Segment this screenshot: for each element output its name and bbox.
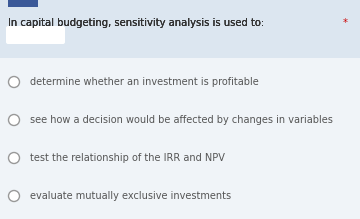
Circle shape — [9, 76, 19, 88]
Circle shape — [9, 191, 19, 201]
FancyBboxPatch shape — [6, 26, 65, 44]
Bar — [8, 0, 38, 7]
Text: evaluate mutually exclusive investments: evaluate mutually exclusive investments — [30, 191, 231, 201]
Text: In capital budgeting, sensitivity analysis is used to:: In capital budgeting, sensitivity analys… — [8, 18, 267, 28]
Circle shape — [9, 152, 19, 164]
Circle shape — [9, 115, 19, 125]
Bar — [0, 0, 360, 58]
Text: In capital budgeting, sensitivity analysis is used to: *: In capital budgeting, sensitivity analys… — [8, 18, 272, 28]
Text: see how a decision would be affected by changes in variables: see how a decision would be affected by … — [30, 115, 332, 125]
Text: determine whether an investment is profitable: determine whether an investment is profi… — [30, 77, 258, 87]
Text: *: * — [342, 18, 347, 28]
Text: In capital budgeting, sensitivity analysis is used to:: In capital budgeting, sensitivity analys… — [8, 18, 267, 28]
Text: In capital budgeting, sensitivity analysis is used to:: In capital budgeting, sensitivity analys… — [8, 18, 267, 28]
Text: test the relationship of the IRR and NPV: test the relationship of the IRR and NPV — [30, 153, 224, 163]
